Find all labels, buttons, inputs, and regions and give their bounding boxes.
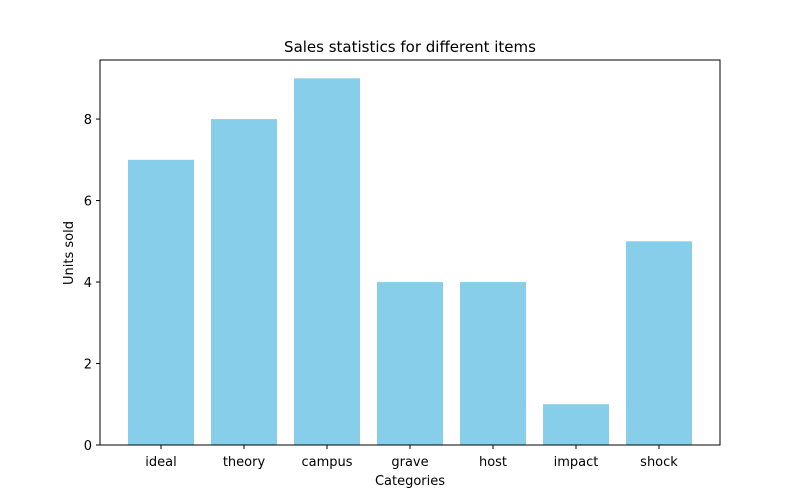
y-tick-label-4: 4 (84, 276, 92, 291)
x-tick-label-host: host (479, 455, 507, 470)
y-tick-label-6: 6 (84, 195, 92, 210)
x-tick-label-theory: theory (223, 455, 266, 470)
y-tick-label-8: 8 (84, 113, 92, 128)
chart-title: Sales statistics for different items (284, 38, 536, 56)
bar-shock (626, 241, 692, 445)
bar-host (460, 282, 526, 445)
x-tick-label-impact: impact (554, 455, 599, 470)
x-tick-label-ideal: ideal (145, 455, 176, 470)
x-tick-label-shock: shock (640, 455, 678, 470)
plot-frame (99, 59, 721, 446)
bar-grave (377, 282, 443, 445)
bar-impact (543, 404, 609, 445)
bars-layer (128, 78, 692, 446)
y-axis-ticks: 0 2 4 6 8 (84, 113, 100, 454)
bar-ideal (128, 159, 194, 445)
y-axis-label: Units sold (62, 221, 77, 285)
x-tick-label-grave: grave (391, 455, 428, 470)
x-axis-label: Categories (375, 474, 445, 489)
x-axis-ticks: ideal theory campus grave host impact shock (145, 445, 678, 470)
y-tick-label-2: 2 (84, 358, 92, 373)
x-tick-label-campus: campus (301, 455, 352, 470)
bar-campus (294, 78, 360, 445)
bar-theory (211, 119, 277, 446)
y-tick-label-0: 0 (84, 439, 92, 454)
